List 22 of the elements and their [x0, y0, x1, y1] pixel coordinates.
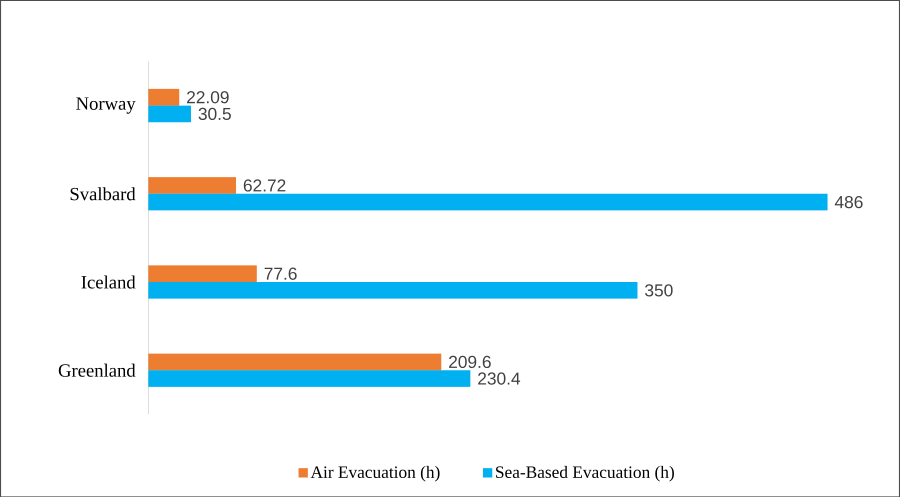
data-label: 77.6 [264, 267, 297, 280]
y-tick-label: Greenland [58, 363, 136, 377]
data-label: 350 [645, 284, 673, 296]
bar [148, 194, 828, 210]
bar [148, 88, 180, 106]
y-tick-label: Svalbard [70, 187, 136, 200]
data-label: 30.5 [198, 108, 231, 120]
data-label: 62.72 [244, 179, 286, 192]
bar [148, 370, 470, 387]
bar [148, 105, 191, 122]
bar [148, 353, 442, 370]
bar [148, 265, 257, 282]
data-label: 22.09 [187, 90, 229, 104]
y-tick-label: Norway [76, 97, 136, 114]
legend-label: Sea-Based Evacuation (h) [496, 466, 674, 482]
bar [148, 282, 638, 298]
data-label: 209.6 [449, 356, 491, 368]
legend-label: Air Evacuation (h) [310, 466, 440, 482]
bar [148, 176, 236, 194]
y-tick-label: Iceland [81, 275, 136, 288]
data-label: 230.4 [478, 372, 520, 384]
data-label: 486 [834, 196, 863, 208]
